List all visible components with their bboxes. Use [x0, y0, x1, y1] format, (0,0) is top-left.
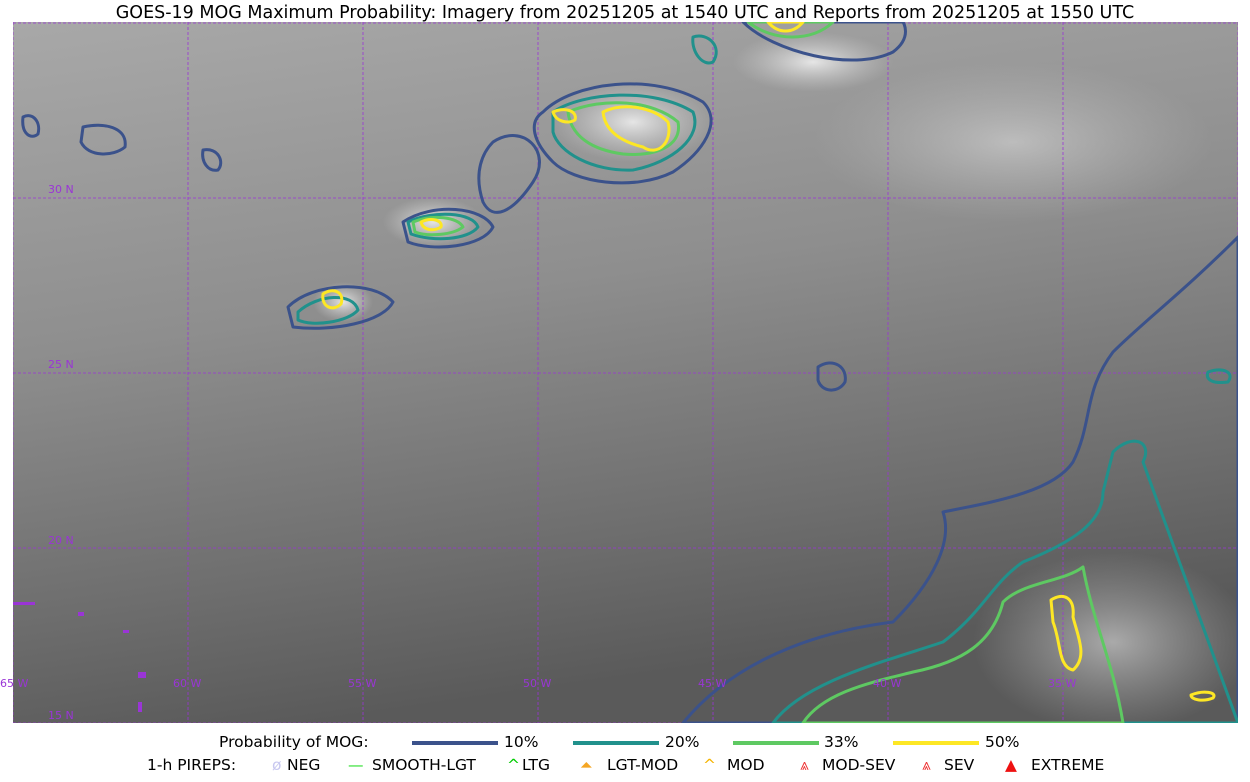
- lat-label-25n: 25 N: [48, 358, 74, 371]
- legend-sev: SEV: [944, 756, 975, 774]
- light-moderate-icon: ⏶: [580, 756, 593, 774]
- legend-33-percent: 33%: [824, 733, 859, 751]
- lon-label-50w: 50 W: [523, 677, 552, 690]
- legend-20-percent: 20%: [665, 733, 700, 751]
- caribbean-islands: [13, 602, 146, 712]
- extreme-icon: ▲: [1005, 756, 1017, 774]
- lon-label-55w: 55 W: [348, 677, 377, 690]
- map-title: GOES-19 MOG Maximum Probability: Imagery…: [115, 3, 1135, 23]
- lon-label-60w: 60 W: [173, 677, 202, 690]
- legend-lgt-mod: LGT-MOD: [607, 756, 679, 774]
- swatch-20-percent: [573, 741, 659, 745]
- satellite-map: 30 N 25 N 20 N 15 N 65 W 60 W 55 W 50 W …: [0, 20, 1250, 732]
- light-icon: ^: [507, 756, 520, 774]
- legend-extreme: EXTREME: [1031, 756, 1105, 774]
- legend-ltg: LTG: [522, 756, 550, 774]
- lon-label-40w: 40 W: [873, 677, 902, 690]
- lat-label-30n: 30 N: [48, 183, 74, 196]
- moderate-severe-icon: ⩓: [800, 756, 809, 774]
- legend-neg: NEG: [287, 756, 321, 774]
- map-canvas: [12, 20, 1250, 732]
- mog-contours: [21, 20, 1240, 725]
- lon-label-65w: 65 W: [0, 677, 29, 690]
- lat-label-20n: 20 N: [48, 534, 74, 547]
- pirep-legend-title: 1-h PIREPS:: [147, 756, 237, 774]
- legend-mod-sev: MOD-SEV: [822, 756, 896, 774]
- severe-icon: ⩓: [922, 756, 931, 774]
- smooth-light-icon: —: [348, 756, 364, 774]
- legend-10-percent: 10%: [504, 733, 539, 751]
- lon-label-45w: 45 W: [698, 677, 727, 690]
- moderate-icon: ^: [703, 756, 716, 774]
- contour-20-percent: [296, 34, 1240, 725]
- contour-10-percent: [21, 20, 1240, 725]
- swatch-33-percent: [733, 741, 819, 745]
- legend-smooth-lgt: SMOOTH-LGT: [372, 756, 476, 774]
- legend-mod: MOD: [727, 756, 765, 774]
- lon-label-35w: 35 W: [1048, 677, 1077, 690]
- contour-33-percent: [411, 20, 1125, 725]
- legend-50-percent: 50%: [985, 733, 1020, 751]
- swatch-50-percent: [893, 741, 979, 745]
- contour-50-percent: [321, 20, 1216, 702]
- probability-legend-title: Probability of MOG:: [219, 733, 369, 751]
- neg-icon: ø: [272, 756, 282, 774]
- swatch-10-percent: [412, 741, 498, 745]
- lat-label-15n: 15 N: [48, 709, 74, 722]
